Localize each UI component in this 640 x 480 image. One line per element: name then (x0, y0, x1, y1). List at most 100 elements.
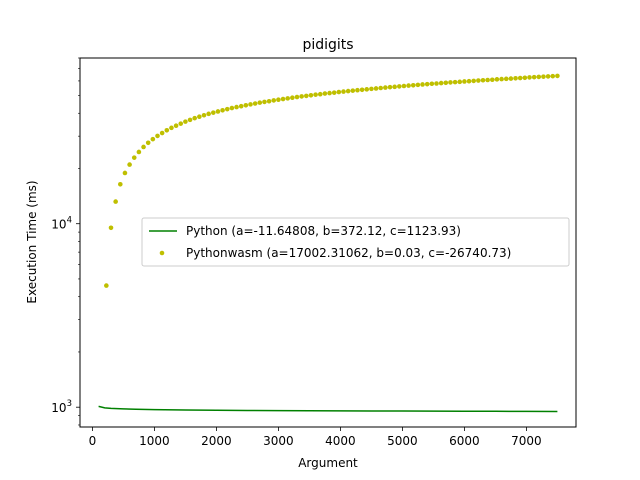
data-point-pythonwasm (276, 97, 281, 103)
data-point-pythonwasm (420, 82, 425, 87)
x-tick-label: 3000 (263, 434, 294, 448)
data-point-pythonwasm (513, 76, 518, 81)
data-point-pythonwasm (257, 100, 263, 105)
y-tick-label: 103 (51, 399, 72, 415)
data-point-pythonwasm (113, 199, 118, 204)
data-point-pythonwasm (499, 76, 504, 82)
data-point-pythonwasm (290, 95, 295, 101)
data-point-pythonwasm (243, 102, 249, 108)
data-point-pythonwasm (527, 75, 532, 80)
data-point-pythonwasm (545, 74, 551, 79)
data-point-pythonwasm (401, 83, 407, 89)
data-point-pythonwasm (471, 78, 477, 84)
legend-box (141, 217, 570, 267)
data-point-pythonwasm (541, 74, 546, 79)
data-point-pythonwasm (336, 89, 342, 95)
data-point-pythonwasm (206, 111, 211, 117)
data-point-pythonwasm (508, 76, 514, 81)
data-point-pythonwasm (131, 155, 137, 160)
data-point-pythonwasm (550, 73, 556, 79)
data-point-pythonwasm (485, 77, 490, 83)
data-point-pythonwasm (169, 125, 174, 131)
data-point-pythonwasm (234, 104, 239, 110)
series-line-python (98, 405, 558, 413)
data-point-pythonwasm (211, 110, 216, 115)
x-tick-label: 4000 (325, 434, 356, 448)
data-point-pythonwasm (345, 88, 351, 94)
data-point-pythonwasm (266, 98, 272, 104)
data-point-pythonwasm (201, 112, 207, 118)
data-point-pythonwasm (280, 96, 286, 102)
x-tick-label: 2000 (201, 434, 232, 448)
data-point-pythonwasm (555, 73, 560, 79)
y-axis: 103 104 (51, 57, 80, 426)
chart-title: pidigits (302, 37, 353, 53)
data-point-pythonwasm (406, 83, 411, 88)
data-point-pythonwasm (503, 76, 509, 82)
data-point-pythonwasm (438, 80, 444, 86)
data-point-pythonwasm (224, 106, 230, 112)
data-point-pythonwasm (331, 90, 337, 95)
legend-label-python: Python (a=-11.64808, b=372.12, c=1123.93… (186, 224, 461, 238)
data-point-pythonwasm (448, 80, 453, 85)
data-point-pythonwasm (308, 93, 314, 98)
data-point-pythonwasm (531, 74, 537, 80)
data-point-pythonwasm (155, 133, 160, 139)
data-point-pythonwasm (164, 127, 170, 133)
data-point-pythonwasm (387, 84, 393, 90)
data-point-pythonwasm (313, 92, 318, 97)
data-point-pythonwasm (262, 99, 267, 105)
data-point-pythonwasm (369, 86, 374, 92)
legend: Python (a=-11.64808, b=372.12, c=1123.93… (141, 217, 570, 267)
data-point-pythonwasm (294, 94, 300, 100)
legend-marker-swatch (159, 250, 165, 256)
x-tick-label: 7000 (511, 434, 542, 448)
data-point-pythonwasm (522, 75, 528, 81)
data-point-pythonwasm (118, 181, 123, 187)
data-point-pythonwasm (517, 75, 523, 81)
data-point-pythonwasm (397, 84, 402, 89)
y-tick-label: 104 (51, 216, 72, 232)
data-point-pythonwasm (429, 81, 435, 87)
x-tick-label: 6000 (449, 434, 480, 448)
data-point-pythonwasm (364, 87, 370, 92)
data-point-pythonwasm (238, 103, 244, 109)
data-point-pythonwasm (159, 130, 165, 136)
data-point-pythonwasm (252, 101, 258, 106)
data-point-pythonwasm (350, 88, 356, 93)
data-point-pythonwasm (285, 96, 291, 101)
data-point-pythonwasm (476, 78, 481, 83)
data-point-pythonwasm (373, 86, 379, 91)
data-point-pythonwasm (378, 85, 384, 91)
data-point-pythonwasm (415, 82, 421, 88)
data-point-pythonwasm (480, 77, 486, 83)
data-point-pythonwasm (434, 81, 439, 86)
data-point-pythonwasm (494, 77, 500, 82)
data-point-pythonwasm (271, 98, 277, 103)
data-point-pythonwasm (359, 87, 365, 93)
data-point-pythonwasm (457, 79, 463, 85)
data-point-pythonwasm (452, 79, 458, 85)
data-point-pythonwasm (490, 77, 495, 83)
data-point-pythonwasm (341, 89, 346, 94)
x-tick-label: 5000 (387, 434, 418, 448)
data-point-pythonwasm (410, 82, 416, 88)
data-point-pythonwasm (127, 162, 132, 167)
data-point-pythonwasm (150, 136, 156, 142)
data-point-pythonwasm (197, 114, 202, 119)
data-point-pythonwasm (122, 170, 128, 176)
data-point-pythonwasm (304, 93, 309, 99)
data-point-pythonwasm (322, 91, 328, 96)
data-point-pythonwasm (327, 90, 332, 96)
series-layer (98, 73, 560, 413)
data-point-pythonwasm (136, 149, 142, 155)
data-point-pythonwasm (183, 119, 188, 124)
x-axis: 0 1000 2000 3000 4000 5000 6000 7000 (89, 427, 542, 448)
data-point-pythonwasm (299, 94, 304, 99)
data-point-pythonwasm (187, 117, 193, 123)
x-axis-label: Argument (298, 456, 358, 470)
legend-label-pythonwasm: Pythonwasm (a=17002.31062, b=0.03, c=-26… (186, 246, 511, 260)
data-point-pythonwasm (108, 225, 114, 231)
